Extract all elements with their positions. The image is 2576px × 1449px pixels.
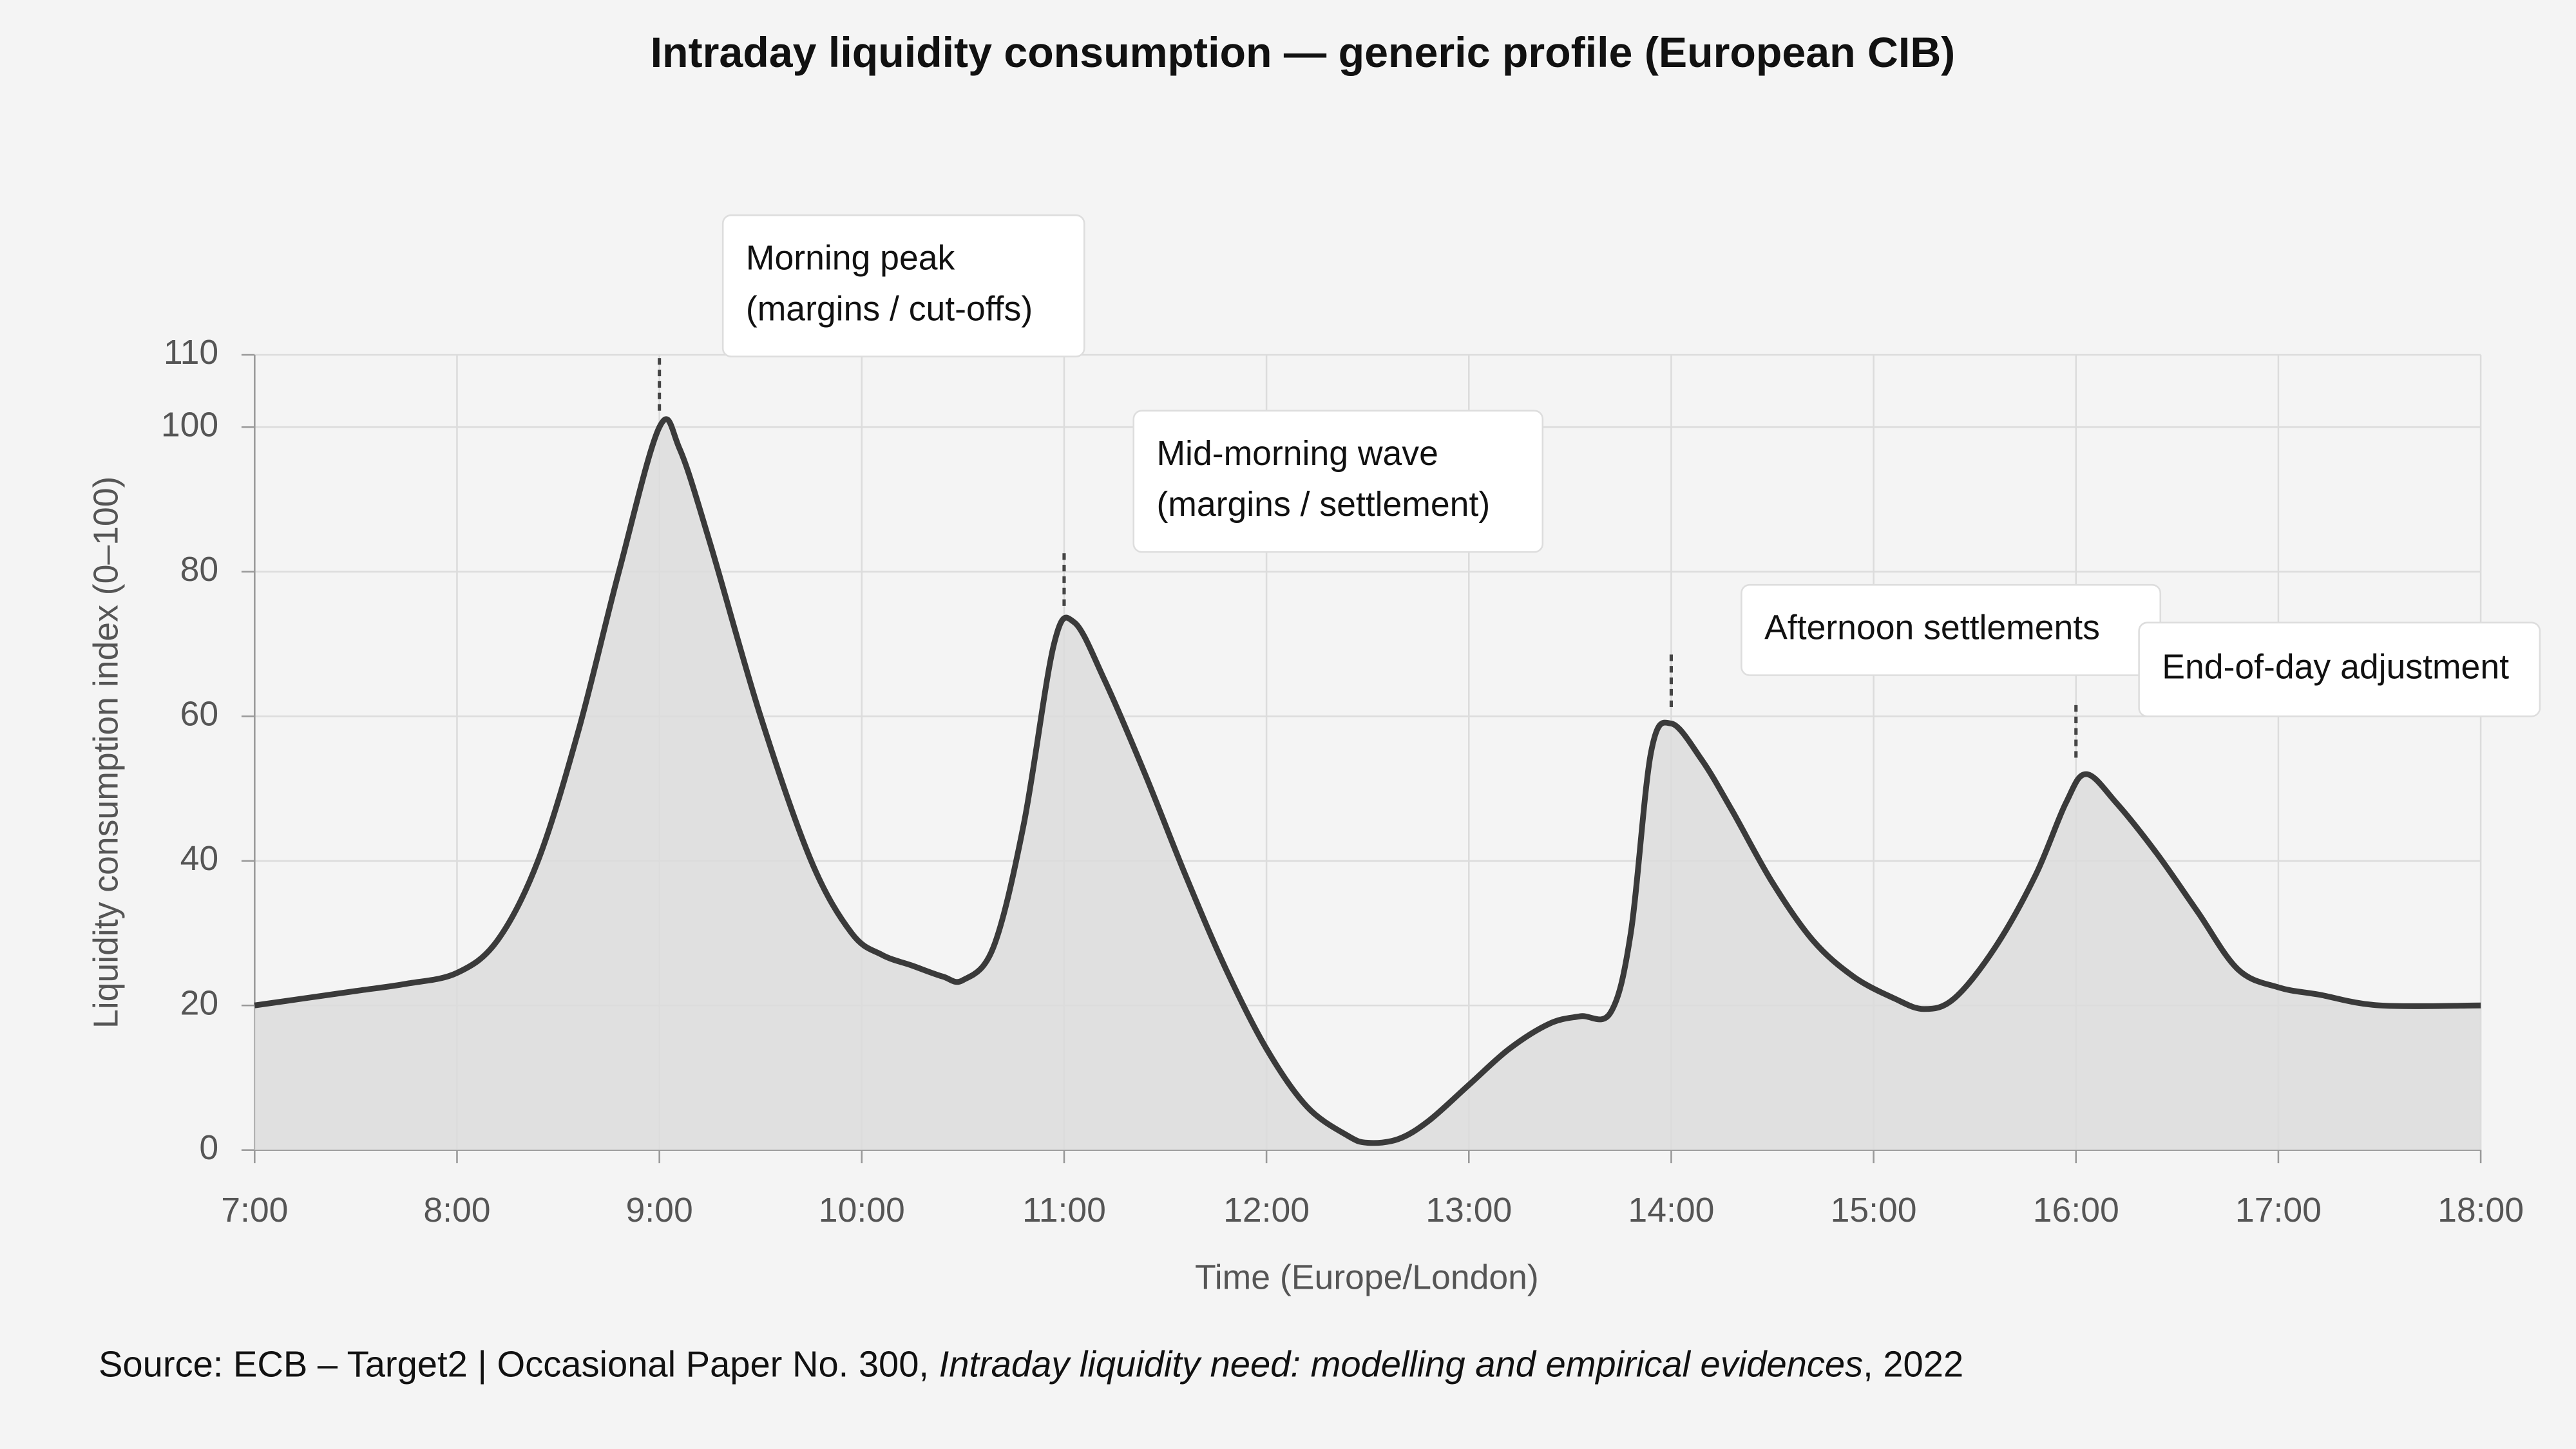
y-tick-label: 40	[180, 840, 219, 878]
line	[254, 416, 2481, 1146]
y-tick-label: 110	[164, 334, 218, 372]
chart-title: Intraday liquidity consumption — generic…	[651, 29, 1956, 77]
x-tick-label: 9:00	[626, 1191, 693, 1229]
y-tick-label: 0	[199, 1129, 218, 1167]
x-tick-label: 13:00	[1426, 1191, 1512, 1229]
x-tick-label: 17:00	[2235, 1191, 2322, 1229]
x-tick-label: 8:00	[423, 1191, 490, 1229]
y-tick-label: 60	[180, 695, 219, 733]
annotation-box	[2138, 621, 2541, 717]
annotation-text: Mid-morning wave	[1156, 435, 1438, 473]
annotation-box	[721, 214, 1085, 357]
x-tick-label: 16:00	[2033, 1191, 2119, 1229]
annotation-text: End-of-day adjustment	[2162, 649, 2509, 687]
annotation-text: Afternoon settlements	[1764, 609, 2100, 647]
annotation-text: (margins / cut-offs)	[746, 290, 1033, 328]
x-tick-label: 10:00	[819, 1191, 905, 1229]
source-suffix: , 2022	[1863, 1343, 1963, 1384]
area-fill	[254, 419, 2481, 1150]
annotation-box	[1132, 410, 1544, 553]
x-tick-label: 14:00	[1628, 1191, 1714, 1229]
y-tick-label: 20	[180, 984, 219, 1022]
x-tick-label: 15:00	[1831, 1191, 1917, 1229]
y-tick-label: 80	[180, 551, 219, 589]
x-tick-label: 7:00	[221, 1191, 288, 1229]
source-note: Source: ECB – Target2 | Occasional Paper…	[99, 1343, 1963, 1384]
x-tick-label: 18:00	[2438, 1191, 2524, 1229]
x-tick-label: 12:00	[1223, 1191, 1310, 1229]
source-prefix: Source: ECB – Target2 | Occasional Paper…	[99, 1343, 939, 1384]
y-axis-label: Liquidity consumption index (0–100)	[87, 477, 125, 1028]
annotation-text: (margins / settlement)	[1156, 486, 1490, 524]
annotation-text: Morning peak	[746, 239, 955, 277]
y-tick-label: 100	[161, 406, 218, 444]
x-axis-label: Time (Europe/London)	[1195, 1258, 1539, 1296]
x-tick-label: 11:00	[1022, 1191, 1106, 1229]
source-title: Intraday liquidity need: modelling and e…	[939, 1343, 1864, 1384]
